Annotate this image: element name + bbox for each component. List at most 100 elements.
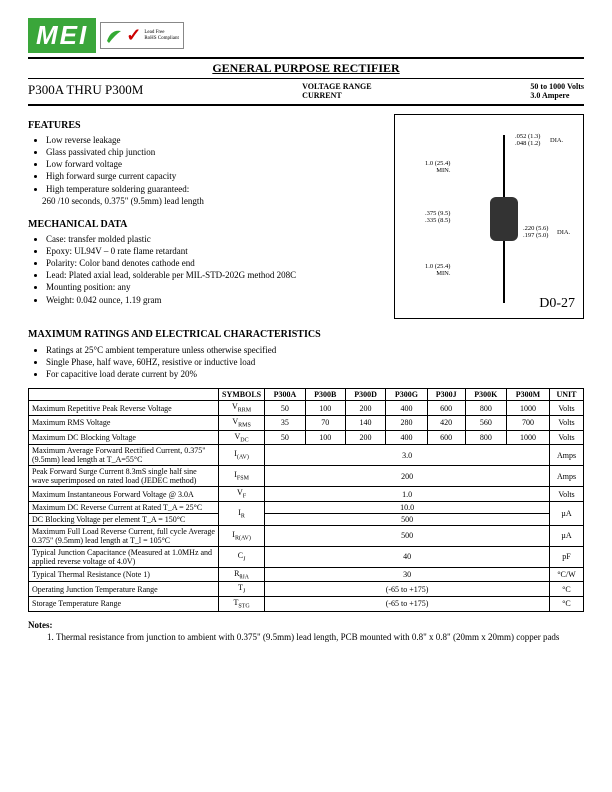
table-row: Maximum DC Blocking VoltageVDC5010020040… [29, 430, 584, 445]
value-cell: 280 [386, 416, 427, 431]
component-body [490, 197, 518, 241]
ratings-heading: MAXIMUM RATINGS AND ELECTRICAL CHARACTER… [28, 329, 584, 340]
symbol-cell: TSTG [219, 596, 265, 611]
footnotes-list: Thermal resistance from junction to ambi… [28, 632, 584, 642]
value-cell: 100 [305, 401, 345, 416]
col-unit: UNIT [550, 389, 584, 401]
param-cell: Maximum RMS Voltage [29, 416, 219, 431]
symbol-cell: IR(AV) [219, 525, 265, 546]
value-span-cell: 40 [265, 546, 550, 567]
value-cell: 420 [427, 416, 465, 431]
dim-body-dia-suffix: DIA. [557, 229, 570, 236]
feature-item: Low reverse leakage [46, 134, 384, 146]
table-row: Maximum DC Reverse Current at Rated T_A … [29, 501, 584, 513]
lead-bottom [503, 241, 505, 303]
value-cell: 1000 [506, 430, 549, 445]
table-row: Maximum Average Forward Rectified Curren… [29, 445, 584, 466]
mechanical-list: Case: transfer molded plastic Epoxy: UL9… [28, 233, 384, 306]
col-p300a: P300A [265, 389, 306, 401]
mechanical-item: Polarity: Color band denotes cathode end [46, 257, 384, 269]
param-cell: Maximum Average Forward Rectified Curren… [29, 445, 219, 466]
leaf-icon [105, 27, 123, 45]
value-span-cell: 200 [265, 466, 550, 487]
unit-cell: pF [550, 546, 584, 567]
symbol-cell: VRRM [219, 401, 265, 416]
param-cell: Maximum Instantaneous Forward Voltage @ … [29, 487, 219, 502]
symbol-cell: VRMS [219, 416, 265, 431]
value-cell: 50 [265, 430, 306, 445]
ratings-note: For capacitive load derate current by 20… [46, 368, 584, 380]
feature-item: High temperature soldering guaranteed: [46, 183, 384, 195]
table-row: Peak Forward Surge Current 8.3mS single … [29, 466, 584, 487]
unit-cell: °C/W [550, 567, 584, 582]
unit-cell: Volts [550, 487, 584, 502]
feature-item: Low forward voltage [46, 158, 384, 170]
dim-lead-bot: 1.0 (25.4) MIN. [425, 263, 450, 277]
package-diagram: .052 (1.3) .048 (1.2) DIA. 1.0 (25.4) MI… [394, 114, 584, 319]
package-label: D0-27 [539, 296, 575, 312]
value-cell: 100 [305, 430, 345, 445]
feature-item: 260 /10 seconds, 0.375" (9.5mm) lead len… [42, 195, 384, 207]
symbol-cell: VDC [219, 430, 265, 445]
mechanical-item: Weight: 0.042 ounce, 1.19 gram [46, 294, 384, 306]
value-cell: 1000 [506, 401, 549, 416]
col-p300b: P300B [305, 389, 345, 401]
part-range: P300A THRU P300M [28, 82, 143, 100]
mechanical-item: Mounting position: any [46, 281, 384, 293]
col-blank [29, 389, 219, 401]
unit-cell: µA [550, 501, 584, 525]
dim-lead-top: 1.0 (25.4) MIN. [425, 160, 450, 174]
value-span-cell: 500 [265, 525, 550, 546]
symbol-cell: RθJA [219, 567, 265, 582]
dim-dia-top: .052 (1.3) .048 (1.2) [515, 133, 540, 147]
unit-cell: °C [550, 582, 584, 597]
col-p300k: P300K [465, 389, 506, 401]
value-span-cell: 3.0 [265, 445, 550, 466]
param-cell: Operating Junction Temperature Range [29, 582, 219, 597]
dim-body-dia: .220 (5.6) .197 (5.0) [523, 225, 548, 239]
spec-table: SYMBOLS P300A P300B P300D P300G P300J P3… [28, 388, 584, 611]
divider [28, 57, 584, 59]
value-span-cell: 1.0 [265, 487, 550, 502]
value-span-cell: (-65 to +175) [265, 596, 550, 611]
col-p300g: P300G [386, 389, 427, 401]
symbol-cell: CJ [219, 546, 265, 567]
header-labels: VOLTAGE RANGE CURRENT [302, 82, 371, 100]
symbol-cell: TJ [219, 582, 265, 597]
features-heading: FEATURES [28, 120, 384, 131]
value-span-cell: 500 [265, 513, 550, 525]
table-row: Maximum Full Load Reverse Current, full … [29, 525, 584, 546]
unit-cell: Volts [550, 416, 584, 431]
footnotes-heading: Notes: [28, 620, 53, 630]
feature-item: Glass passivated chip junction [46, 146, 384, 158]
value-span-cell: 10.0 [265, 501, 550, 513]
table-row: Typical Thermal Resistance (Note 1)RθJA3… [29, 567, 584, 582]
value-cell: 35 [265, 416, 306, 431]
table-row: Maximum Instantaneous Forward Voltage @ … [29, 487, 584, 502]
unit-cell: Amps [550, 445, 584, 466]
document-title: GENERAL PURPOSE RECTIFIER [28, 61, 584, 76]
value-span-cell: (-65 to +175) [265, 582, 550, 597]
param-cell: DC Blocking Voltage per element T_A = 15… [29, 513, 219, 525]
value-cell: 800 [465, 430, 506, 445]
logo-row: MEI ✓ Lead Free RoHS Compliant [28, 18, 584, 53]
logo-leadfree-badge: ✓ Lead Free RoHS Compliant [100, 22, 184, 49]
header-values: 50 to 1000 Volts 3.0 Ampere [530, 82, 584, 100]
table-row: Maximum RMS VoltageVRMS35701402804205607… [29, 416, 584, 431]
ratings-note: Single Phase, half wave, 60HZ, resistive… [46, 356, 584, 368]
symbol-cell: I(AV) [219, 445, 265, 466]
value-cell: 400 [386, 401, 427, 416]
param-cell: Storage Temperature Range [29, 596, 219, 611]
mechanical-item: Lead: Plated axial lead, solderable per … [46, 269, 384, 281]
ratings-note: Ratings at 25°C ambient temperature unle… [46, 344, 584, 356]
param-cell: Typical Junction Capacitance (Measured a… [29, 546, 219, 567]
check-icon: ✓ [126, 25, 141, 46]
table-row: Maximum Repetitive Peak Reverse VoltageV… [29, 401, 584, 416]
diagram-column: .052 (1.3) .048 (1.2) DIA. 1.0 (25.4) MI… [394, 114, 584, 319]
leadfree-line2: RoHS Compliant [144, 36, 179, 42]
value-cell: 50 [265, 401, 306, 416]
value-cell: 800 [465, 401, 506, 416]
param-cell: Peak Forward Surge Current 8.3mS single … [29, 466, 219, 487]
leadfree-text: Lead Free RoHS Compliant [144, 30, 179, 41]
value-cell: 140 [345, 416, 386, 431]
